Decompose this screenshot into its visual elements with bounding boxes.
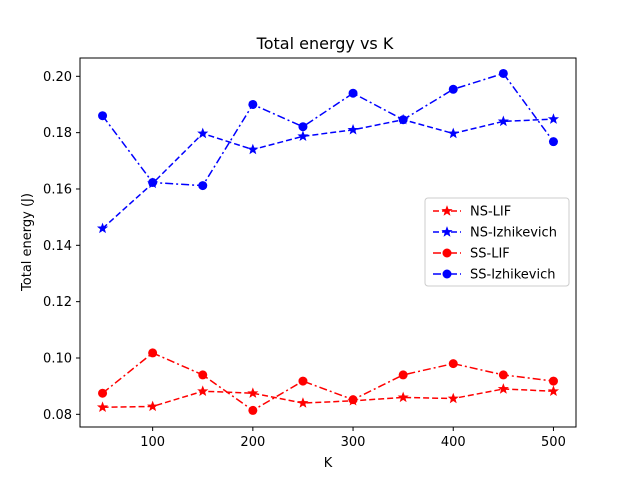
- data-point: [547, 113, 560, 124]
- y-tick-label: 0.16: [43, 182, 72, 197]
- y-tick-label: 0.10: [43, 351, 72, 366]
- data-point: [248, 99, 258, 109]
- x-axis: 100 200 300 400 500: [140, 427, 566, 450]
- legend-marker: [441, 205, 453, 216]
- data-point: [447, 392, 459, 404]
- data-point: [148, 348, 158, 358]
- data-point: [197, 385, 209, 396]
- data-point: [147, 400, 159, 412]
- y-axis-label: Total energy (J): [20, 193, 35, 292]
- data-point: [447, 127, 459, 139]
- data-point: [548, 376, 558, 386]
- data-point: [497, 115, 509, 127]
- data-point: [297, 397, 309, 408]
- data-point: [198, 181, 208, 191]
- data-point: [247, 143, 259, 155]
- series-0: [96, 383, 560, 413]
- y-tick-label: 0.08: [43, 408, 72, 423]
- legend-label: NS-LIF: [470, 205, 511, 220]
- legend-box: [424, 197, 570, 287]
- data-point: [98, 388, 108, 398]
- data-point: [498, 370, 508, 380]
- legend: NS-LIF NS-Izhikevich SS-LIF SS-Izhikevich: [424, 197, 570, 287]
- data-point: [298, 376, 308, 386]
- y-tick-label: 0.14: [43, 239, 72, 254]
- data-point: [297, 130, 309, 142]
- x-axis-label: K: [324, 456, 333, 471]
- y-tick-label: 0.18: [43, 126, 72, 141]
- data-point: [498, 68, 508, 78]
- legend-item: NS-Izhikevich: [433, 226, 557, 241]
- data-point: [248, 405, 258, 415]
- data-point: [348, 395, 358, 405]
- series-line: [102, 388, 554, 409]
- data-point: [448, 359, 458, 369]
- series-2: [98, 348, 558, 415]
- data-point: [197, 127, 209, 139]
- x-tick-label: 400: [441, 435, 466, 450]
- data-point: [398, 115, 408, 125]
- legend-marker: [442, 248, 452, 258]
- chart-title: Total energy vs K: [256, 34, 394, 53]
- data-point: [96, 401, 109, 413]
- data-point: [298, 122, 308, 132]
- legend-label: NS-Izhikevich: [470, 226, 557, 241]
- data-point: [547, 385, 560, 396]
- data-point: [198, 370, 208, 380]
- data-point: [348, 88, 358, 98]
- x-tick-label: 100: [140, 435, 165, 450]
- legend-label: SS-Izhikevich: [470, 268, 555, 283]
- legend-label: SS-LIF: [470, 247, 510, 262]
- data-point: [347, 123, 359, 135]
- data-point: [98, 111, 108, 121]
- legend-item: SS-LIF: [433, 247, 510, 262]
- y-axis: 0.08 0.10 0.12 0.14 0.16 0.18 0.20: [43, 70, 80, 423]
- x-tick-label: 200: [240, 435, 265, 450]
- plot-frame: [79, 57, 577, 428]
- data-point: [398, 370, 408, 380]
- data-point: [448, 84, 458, 94]
- data-point: [497, 383, 509, 394]
- series-line: [102, 118, 554, 229]
- data-point: [148, 178, 158, 188]
- data-point: [548, 137, 558, 147]
- data-point: [397, 391, 409, 403]
- y-tick-label: 0.12: [43, 295, 72, 310]
- data-point: [247, 387, 259, 398]
- legend-marker: [442, 269, 452, 279]
- series-line: [101, 72, 555, 187]
- x-tick-label: 300: [341, 435, 366, 450]
- legend-item: NS-LIF: [433, 205, 511, 220]
- series-line: [102, 352, 554, 412]
- y-tick-label: 0.20: [43, 70, 72, 85]
- legend-marker: [441, 226, 453, 237]
- data-point: [96, 222, 109, 234]
- series-3: [98, 68, 558, 191]
- legend-item: SS-Izhikevich: [433, 268, 555, 283]
- x-tick-label: 500: [541, 435, 566, 450]
